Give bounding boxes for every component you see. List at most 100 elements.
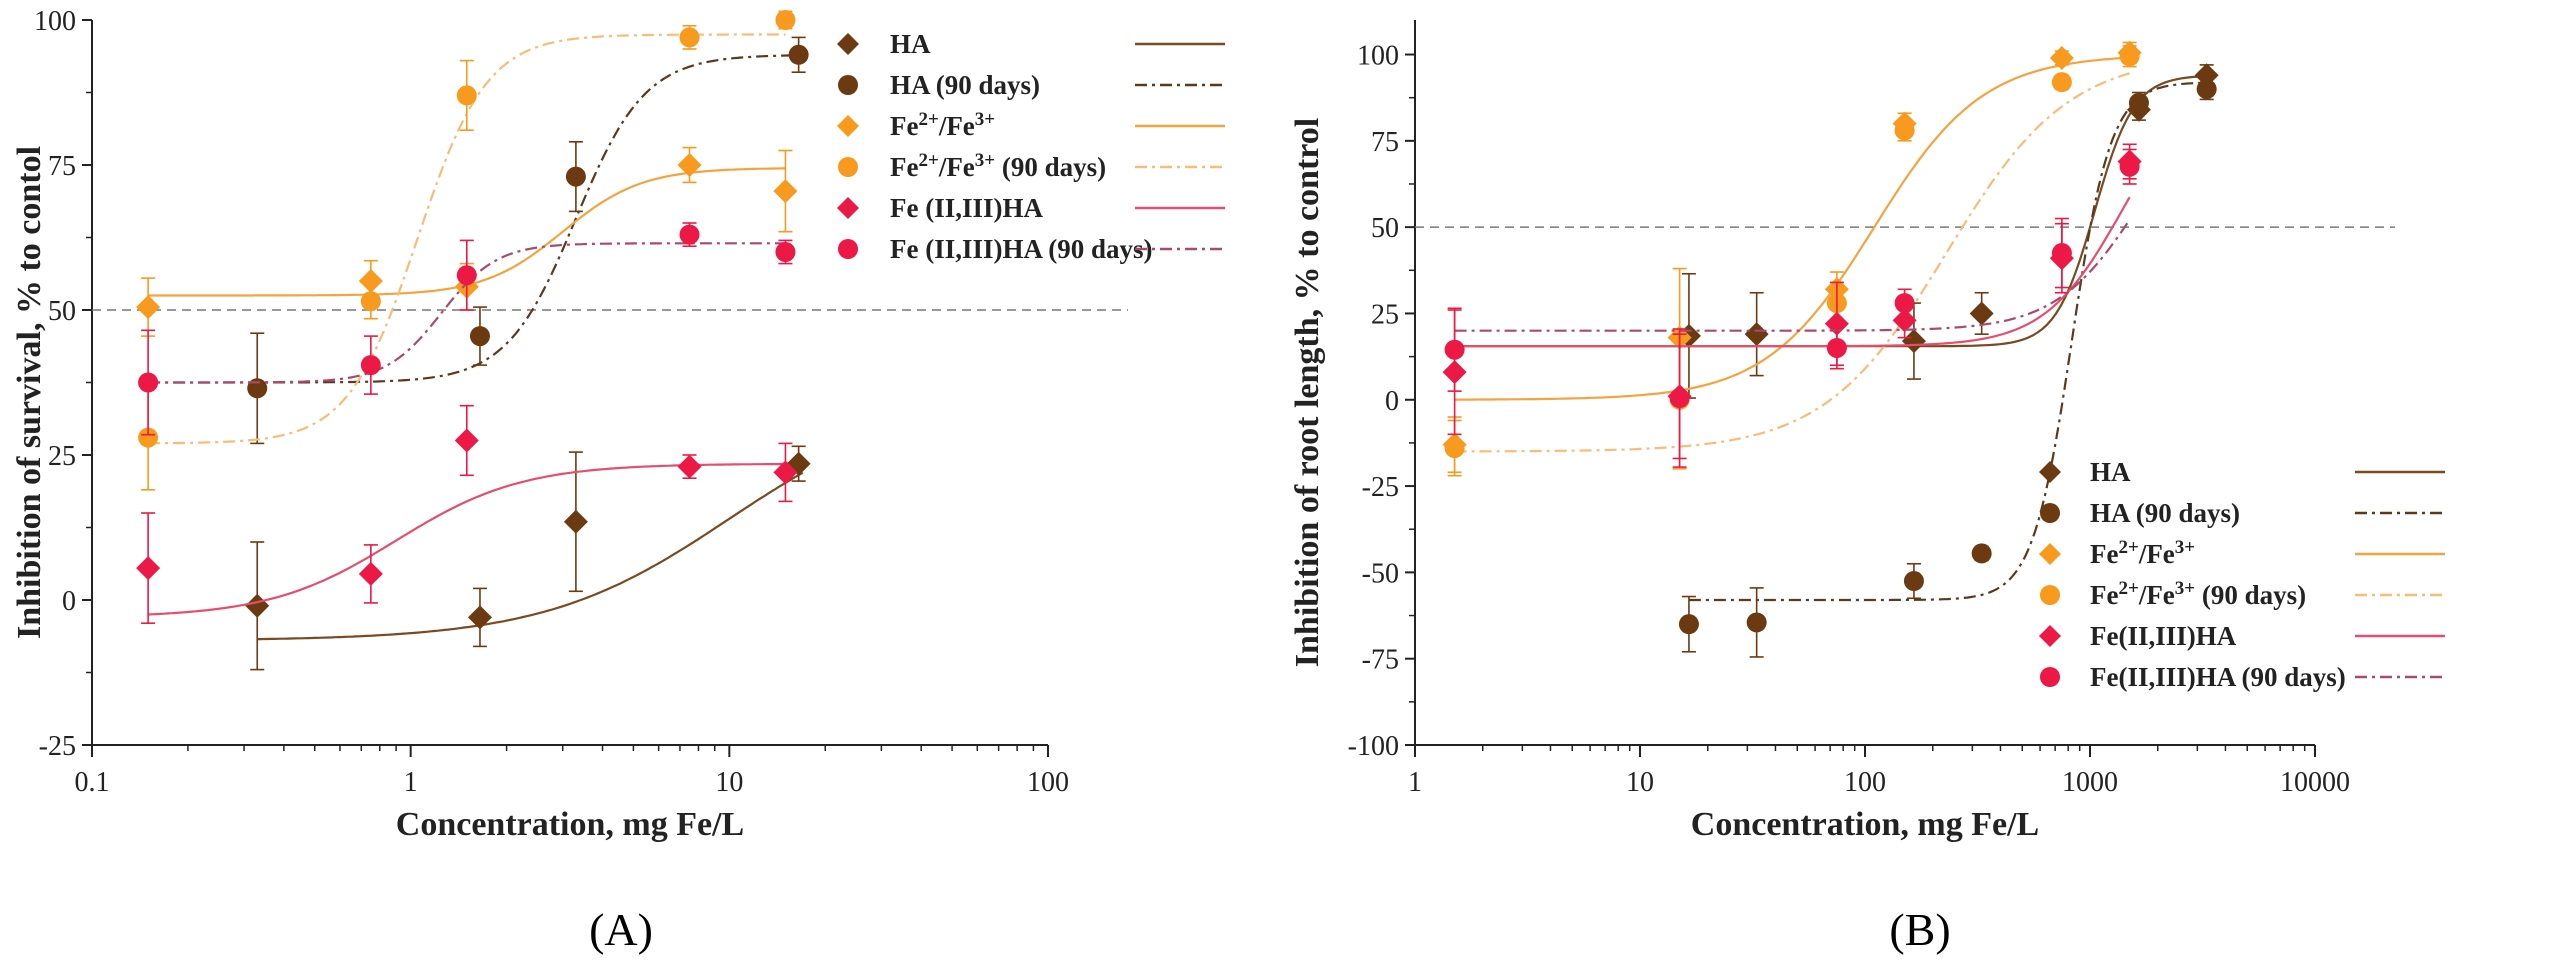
legend-marker-ha90 [2040,503,2060,523]
legend-marker-ha [837,33,859,55]
data-point-a-feha [773,460,798,485]
data-point-a-fe [773,179,798,204]
y-tick-label-a: 0 [62,586,76,617]
data-point-b-ha90 [2128,92,2149,113]
y-tick-label-b: -50 [1362,558,1399,589]
data-point-a-feha [677,454,702,479]
x-tick-label-a: 100 [1027,767,1069,798]
y-tick-label-b: 75 [1371,127,1399,158]
legend-marker-feha [2039,625,2061,647]
panel-label-b: (B) [1889,904,1950,955]
legend-label-fe: Fe2+/Fe3+ [890,109,995,142]
data-point-b-feha90 [2119,156,2140,177]
data-point-b-feha [1892,308,1917,333]
data-point-b-fe90 [2119,46,2140,67]
data-point-b-ha90 [1746,612,1767,633]
x-tick-label-a: 0.1 [75,767,110,798]
y-tick-label-b: -100 [1348,731,1399,762]
y-tick-label-a: 25 [48,441,76,472]
data-point-b-fe90 [1444,438,1465,459]
chart-panel-a: -25 0 25 50 75 100 0.1 1 10 100 Concentration, mg … [11,6,1225,843]
data-point-b-feha90 [2051,243,2072,264]
y-axis-title-b: Inhibition of root length, % to control [1289,118,1326,667]
y-tick-label-a: 50 [48,296,76,327]
legend-label-fe90: Fe2+/Fe3+ (90 days) [2090,578,2306,611]
legend-marker-feha90 [838,239,858,259]
data-point-a-ha90 [565,166,586,187]
data-point-b-ha90 [2196,79,2217,100]
x-tick-label-b: 1000 [2062,767,2118,798]
x-tick-label-b: 100 [1844,767,1886,798]
legend-label-fe: Fe2+/Fe3+ [2090,537,2195,570]
data-point-a-fe [358,269,383,293]
data-point-b-ha90 [1903,571,1924,592]
data-point-a-feha [454,428,479,453]
data-point-b-fe90 [1894,120,1915,141]
legend-marker-ha [2039,461,2061,483]
fit-curve-b-fe [1454,56,2130,401]
y-axis-title-a: Inhibition of survival, % to contol [11,146,48,639]
y-tick-label-b: 50 [1371,213,1399,244]
data-point-a-ha [563,509,588,534]
legend-marker-fe90 [2040,585,2060,605]
fit-curve-a-ha [257,471,804,641]
legend-marker-fe [2039,543,2061,565]
fit-curve-b-fe90 [1454,72,2130,453]
legend-label-ha: HA [2090,457,2131,487]
y-tick-label-b: -25 [1362,472,1399,503]
data-point-b-ha [1744,322,1769,347]
legend-marker-ha90 [838,75,858,95]
data-point-a-fe [677,153,702,177]
data-point-a-feha [358,561,383,586]
legend-label-feha: Fe (II,III)HA [890,193,1043,223]
data-point-a-feha [136,556,161,581]
legend-marker-fe [837,115,859,137]
y-tick-label-b: 100 [1357,41,1399,72]
data-point-a-feha90 [679,224,700,245]
legend-marker-feha [837,197,859,219]
data-point-a-ha90 [469,326,490,347]
x-axis-title-a: Concentration, mg Fe/L [396,806,744,843]
x-tick-label-a: 10 [715,767,743,798]
data-point-b-ha [1901,329,1926,354]
data-point-b-feha90 [1894,293,1915,314]
x-tick-label-b: 1 [1408,767,1422,798]
data-point-b-feha90 [1669,388,1690,409]
y-tick-label-a: 100 [34,6,76,37]
data-point-a-fe [136,295,161,320]
legend-label-ha90: HA (90 days) [2090,498,2240,528]
data-point-a-ha [245,593,270,618]
legend-label-ha: HA [890,29,931,59]
legend-marker-fe90 [838,157,858,177]
data-point-b-ha [1969,301,1994,326]
y-tick-label-b: 0 [1385,386,1399,417]
legend-label-fe90: Fe2+/Fe3+ (90 days) [890,150,1106,183]
fit-curve-b-feha [1454,196,2131,348]
data-point-a-feha90 [775,242,796,262]
y-tick-label-a: 75 [48,151,76,182]
fit-curve-b-ha90 [1688,81,2207,602]
y-tick-label-b: 25 [1371,299,1399,330]
data-point-b-feha90 [1826,337,1847,358]
data-point-b-fe [2049,45,2074,70]
x-axis-title-b: Concentration, mg Fe/L [1691,806,2039,843]
data-point-a-fe90 [138,427,159,448]
legend-label-feha90: Fe(II,III)HA (90 days) [2090,662,2346,692]
data-point-b-ha90 [1971,543,1992,564]
data-point-a-fe90 [775,10,796,30]
data-point-a-ha90 [788,44,809,65]
x-tick-label-b: 10 [1626,767,1654,798]
legend-label-ha90: HA (90 days) [890,70,1040,100]
data-point-b-ha90 [1678,614,1699,635]
legend-label-feha: Fe(II,III)HA [2090,621,2237,651]
data-point-a-feha90 [456,265,477,286]
data-point-a-fe90 [679,27,700,48]
data-point-b-fe90 [2051,72,2072,93]
fit-curve-a-feha [148,462,786,616]
y-tick-label-a: -25 [39,731,76,762]
legend-marker-feha90 [2040,667,2060,687]
y-tick-label-b: -75 [1362,645,1399,676]
data-point-a-fe90 [360,291,381,312]
x-tick-label-a: 1 [404,767,418,798]
